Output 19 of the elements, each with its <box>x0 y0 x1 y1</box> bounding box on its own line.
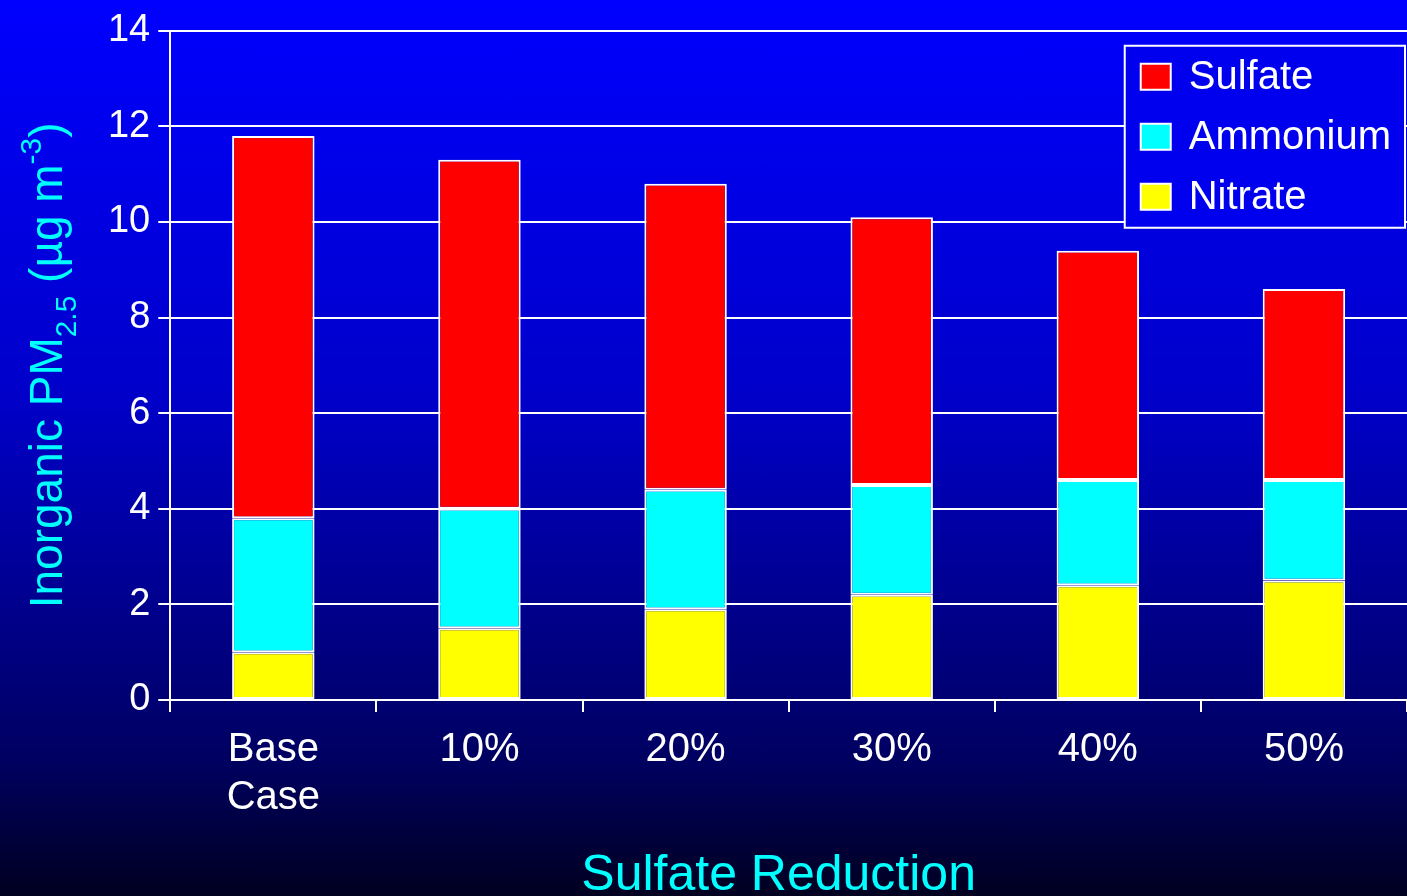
x-tick-label: 10% <box>439 725 520 770</box>
legend-label: Nitrate <box>1188 172 1307 217</box>
x-tick-label: 40% <box>1057 725 1138 770</box>
x-tick-label: 20% <box>645 725 726 770</box>
y-tick-label: 8 <box>129 294 151 337</box>
y-tick-label: 12 <box>107 102 151 145</box>
legend-label: Ammonium <box>1188 112 1391 157</box>
legend-label: Sulfate <box>1188 52 1314 97</box>
y-tick-label: 0 <box>129 676 151 719</box>
x-tick-label: Base Case <box>226 725 321 818</box>
x-tick-label: 30% <box>851 725 932 770</box>
y-tick-label: 4 <box>129 485 151 528</box>
x-tick-label: 50% <box>1263 725 1344 770</box>
y-tick-label: 10 <box>107 198 151 241</box>
y-tick-label: 2 <box>129 580 151 623</box>
y-tick-label: 14 <box>107 7 151 50</box>
x-axis-title: Sulfate Reduction <box>581 845 976 896</box>
y-tick-label: 6 <box>129 389 151 432</box>
y-axis-title: Inorganic PM2.5 (µg m-3) <box>14 122 82 609</box>
